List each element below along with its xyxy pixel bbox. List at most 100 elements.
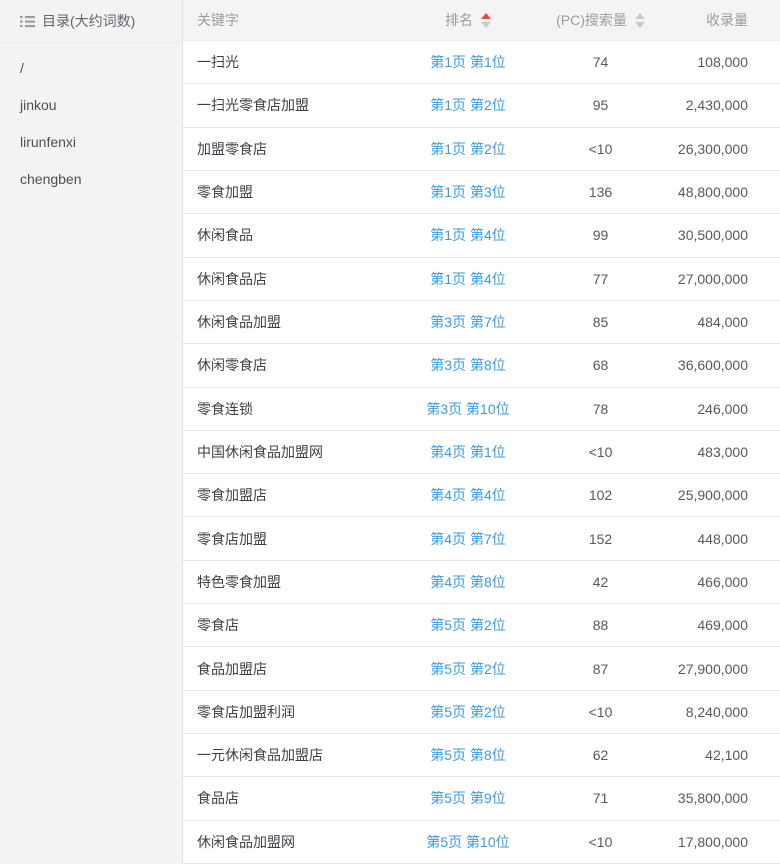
rank-sort-control[interactable]: 排名 [445, 10, 491, 30]
indexed-cell: 8,240,000 [685, 703, 748, 720]
rank-cell: 第5页 第9位 [393, 788, 543, 808]
sidebar-directory-item[interactable]: / [20, 59, 24, 76]
rank-link[interactable]: 第1页 第4位 [430, 227, 506, 244]
indexed-cell: 27,000,000 [677, 270, 748, 287]
indexed-cell: 484,000 [697, 314, 748, 331]
column-header-rank: 排名 [393, 10, 543, 30]
indexed-cell: 108,000 [697, 54, 748, 71]
column-header-keyword: 关键字 [197, 12, 239, 28]
sort-asc-icon[interactable] [634, 12, 645, 19]
rank-link[interactable]: 第3页 第8位 [430, 357, 506, 374]
table-row: 零食店加盟 第4页 第7位 152 448,000 [183, 517, 780, 561]
rank-link[interactable]: 第5页 第8位 [430, 747, 506, 764]
rank-link[interactable]: 第4页 第7位 [430, 530, 506, 547]
rank-link[interactable]: 第1页 第3位 [430, 184, 506, 201]
table-row: 食品店 第5页 第9位 71 35,800,000 [183, 777, 780, 821]
table-row: 休闲食品店 第1页 第4位 77 27,000,000 [183, 257, 780, 301]
directory-sidebar: 目录(大约词数) / jinkou lirunfenxi chengben [0, 0, 183, 864]
keyword-cell: 食品店 [197, 790, 239, 807]
table-row: 零食加盟店 第4页 第4位 102 25,900,000 [183, 474, 780, 518]
indexed-cell: 42,100 [705, 747, 748, 764]
pc-search-cell: 74 [592, 54, 609, 71]
indexed-cell: 30,500,000 [677, 227, 748, 244]
pc-search-sort-control[interactable]: (PC)搜索量 [556, 10, 645, 30]
table-row: 休闲食品加盟 第3页 第7位 85 484,000 [183, 300, 780, 345]
rank-link[interactable]: 第1页 第4位 [430, 270, 506, 287]
pc-search-cell: 95 [592, 97, 609, 114]
indexed-cell: 36,600,000 [677, 357, 748, 374]
rank-link[interactable]: 第3页 第10位 [426, 400, 510, 417]
rank-cell: 第1页 第4位 [393, 269, 543, 289]
table-row: 零食连锁 第3页 第10位 78 246,000 [183, 387, 780, 431]
indexed-cell: 448,000 [697, 530, 748, 547]
sort-asc-icon[interactable] [481, 12, 491, 19]
sidebar-directory-item[interactable]: jinkou [20, 96, 57, 113]
indexed-cell: 246,000 [697, 400, 748, 417]
keyword-cell: 零食连锁 [197, 400, 253, 417]
table-row: 零食店加盟利润 第5页 第2位 <10 8,240,000 [183, 690, 780, 734]
pc-search-cell: 99 [592, 227, 609, 244]
pc-search-sort-arrows [634, 12, 645, 28]
rank-link[interactable]: 第5页 第2位 [430, 703, 506, 720]
sidebar-directory-item[interactable]: lirunfenxi [20, 133, 77, 150]
table-row: 特色零食加盟 第4页 第8位 42 466,000 [183, 560, 780, 605]
pc-search-cell: <10 [588, 703, 613, 720]
rank-link[interactable]: 第5页 第2位 [430, 660, 506, 677]
rank-cell: 第1页 第3位 [393, 182, 543, 202]
table-row: 零食店 第5页 第2位 88 469,000 [183, 604, 780, 648]
pc-search-cell: 136 [588, 184, 613, 201]
rank-link[interactable]: 第4页 第4位 [430, 487, 506, 504]
list-icon [20, 15, 35, 28]
indexed-cell: 26,300,000 [677, 140, 748, 157]
keyword-cell: 加盟零食店 [197, 140, 267, 157]
rank-cell: 第1页 第2位 [393, 139, 543, 159]
pc-search-cell: <10 [588, 443, 613, 460]
indexed-cell: 483,000 [697, 443, 748, 460]
table-row: 一扫光零食店加盟 第1页 第2位 95 2,430,000 [183, 84, 780, 128]
keyword-cell: 中国休闲食品加盟网 [197, 443, 323, 460]
rank-cell: 第5页 第2位 [393, 659, 543, 679]
rank-link[interactable]: 第3页 第7位 [430, 314, 506, 331]
pc-search-cell: 78 [592, 400, 609, 417]
rank-cell: 第1页 第1位 [393, 52, 543, 72]
column-header-pc-search: (PC)搜索量 [543, 10, 658, 30]
indexed-cell: 27,900,000 [677, 660, 748, 677]
rank-cell: 第4页 第7位 [393, 529, 543, 549]
rank-link[interactable]: 第4页 第1位 [430, 443, 506, 460]
indexed-cell: 35,800,000 [677, 790, 748, 807]
keyword-cell: 零食店 [197, 617, 239, 634]
keyword-table: 关键字 排名 (PC)搜索量 [183, 0, 780, 864]
rank-link[interactable]: 第1页 第2位 [430, 97, 506, 114]
rank-link[interactable]: 第5页 第9位 [430, 790, 506, 807]
rank-link[interactable]: 第1页 第2位 [430, 140, 506, 157]
rank-sort-arrows [481, 12, 491, 28]
table-row: 休闲食品加盟网 第5页 第10位 <10 17,800,000 [183, 820, 780, 864]
rank-link[interactable]: 第5页 第10位 [426, 833, 510, 850]
keyword-cell: 休闲零食店 [197, 357, 267, 374]
keyword-cell: 零食店加盟 [197, 530, 267, 547]
rank-link[interactable]: 第1页 第1位 [430, 54, 506, 71]
table-row: 一元休闲食品加盟店 第5页 第8位 62 42,100 [183, 734, 780, 778]
directory-header: 目录(大约词数) [0, 0, 182, 43]
pc-search-cell: 102 [588, 487, 613, 504]
keyword-cell: 食品加盟店 [197, 660, 267, 677]
table-row: 中国休闲食品加盟网 第4页 第1位 <10 483,000 [183, 430, 780, 475]
rank-cell: 第4页 第1位 [393, 442, 543, 462]
keyword-cell: 特色零食加盟 [197, 573, 281, 590]
rank-cell: 第3页 第10位 [393, 399, 543, 419]
table-header-row: 关键字 排名 (PC)搜索量 [183, 0, 780, 41]
keyword-cell: 零食加盟 [197, 184, 253, 201]
rank-cell: 第5页 第2位 [393, 702, 543, 722]
keyword-cell: 零食加盟店 [197, 487, 267, 504]
keyword-cell: 休闲食品加盟 [197, 314, 281, 331]
pc-search-column-label: (PC)搜索量 [556, 12, 627, 28]
sidebar-directory-item[interactable]: chengben [20, 170, 82, 187]
rank-link[interactable]: 第5页 第2位 [430, 617, 506, 634]
sort-desc-icon[interactable] [481, 21, 491, 28]
rank-link[interactable]: 第4页 第8位 [430, 573, 506, 590]
table-row: 食品加盟店 第5页 第2位 87 27,900,000 [183, 647, 780, 691]
sort-desc-icon[interactable] [634, 21, 645, 28]
pc-search-cell: 71 [592, 790, 609, 807]
rank-cell: 第3页 第7位 [393, 312, 543, 332]
